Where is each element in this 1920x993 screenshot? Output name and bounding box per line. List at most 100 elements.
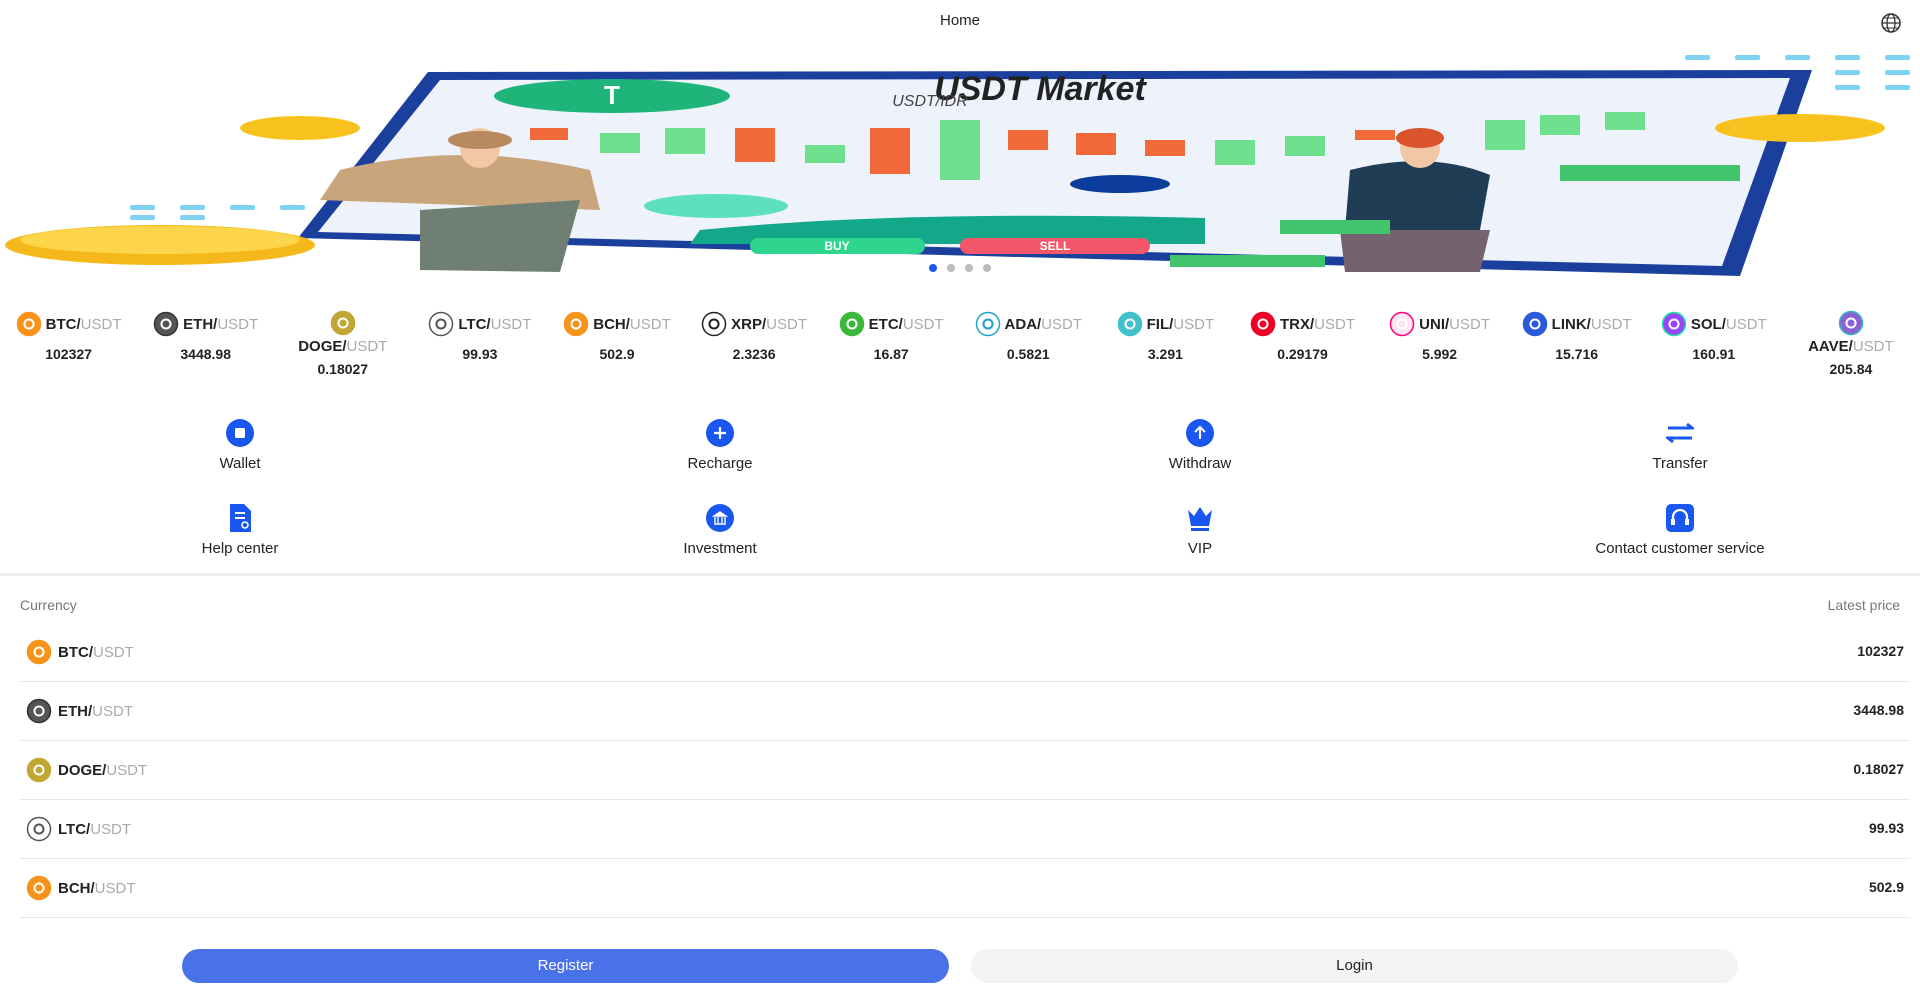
quote-symbol: USDT bbox=[629, 315, 671, 333]
ticker[interactable]: LINK/USDT 15.716 bbox=[1508, 311, 1645, 362]
base-symbol: UNI/ bbox=[1419, 315, 1450, 333]
banner-sell: SELL bbox=[1040, 239, 1071, 253]
column-header: Currency bbox=[20, 597, 77, 613]
base-symbol: TRX/ bbox=[1279, 315, 1315, 333]
coin-icon bbox=[26, 639, 52, 665]
quote-symbol: USDT bbox=[1314, 315, 1355, 333]
action-button[interactable]: VIP bbox=[1050, 504, 1350, 557]
ticker[interactable]: BCH/USDT 502.9 bbox=[549, 311, 686, 362]
action-button[interactable]: Wallet bbox=[90, 419, 390, 472]
ticker[interactable]: FIL/USDT 3.291 bbox=[1097, 311, 1234, 362]
coin-icon bbox=[1661, 311, 1687, 337]
ticker-label: BTC/USDT bbox=[46, 316, 122, 333]
row-name: LTC/USDT bbox=[26, 816, 131, 842]
ticker[interactable]: BTC/USDT 102327 bbox=[0, 311, 137, 362]
ticker-price: 2.3236 bbox=[732, 346, 776, 362]
register-button[interactable]: Register bbox=[182, 949, 949, 983]
action-button[interactable]: Contact customer service bbox=[1530, 504, 1830, 557]
ticker[interactable]: ETC/USDT 16.87 bbox=[823, 311, 960, 362]
action-icon bbox=[1188, 507, 1212, 531]
coin-icon bbox=[701, 311, 727, 337]
action-button[interactable]: Transfer bbox=[1530, 419, 1830, 472]
ticker[interactable]: UNI/USDT 5.992 bbox=[1371, 311, 1508, 362]
quote-symbol: USDT bbox=[902, 315, 944, 333]
market-row[interactable]: LTC/USDT 99.93 bbox=[20, 799, 1910, 859]
action-label: Investment bbox=[683, 540, 757, 557]
action-button[interactable]: Recharge bbox=[570, 419, 870, 472]
login-button[interactable]: Login bbox=[971, 949, 1738, 983]
coin-icon bbox=[1389, 311, 1415, 337]
ticker-label: BCH/USDT bbox=[593, 316, 671, 333]
market-row[interactable]: ETH/USDT 3448.98 bbox=[20, 681, 1910, 741]
ticker-name: DOGE/USDT bbox=[274, 338, 411, 355]
action-icon bbox=[706, 504, 734, 532]
quote-symbol: USDT bbox=[93, 643, 134, 661]
market-row[interactable]: DOGE/USDT 0.18027 bbox=[20, 740, 1910, 800]
quote-symbol: USDT bbox=[106, 761, 148, 779]
action-button[interactable]: Withdraw bbox=[1050, 419, 1350, 472]
action-label: VIP bbox=[1187, 540, 1213, 557]
ticker[interactable]: XRP/USDT 2.3236 bbox=[686, 311, 823, 362]
ticker-name: SOL/USDT bbox=[1645, 311, 1782, 337]
coin-icon bbox=[1117, 311, 1142, 337]
ticker[interactable]: ADA/USDT 0.5821 bbox=[960, 311, 1097, 362]
base-symbol: BCH/ bbox=[593, 315, 630, 333]
quote-symbol: USDT bbox=[80, 315, 122, 333]
language-button[interactable] bbox=[1880, 12, 1902, 34]
quote-symbol: USDT bbox=[92, 702, 134, 720]
coin-icon bbox=[153, 311, 179, 337]
action-label: Contact customer service bbox=[1595, 540, 1765, 557]
quote-symbol: USDT bbox=[490, 315, 532, 333]
action-icon bbox=[226, 419, 254, 447]
ticker[interactable]: TRX/USDT 0.29179 bbox=[1234, 311, 1371, 362]
quote-symbol: USDT bbox=[1449, 315, 1491, 333]
ticker-price: 99.93 bbox=[462, 346, 498, 362]
row-price: 502.9 bbox=[1868, 879, 1904, 895]
market-row[interactable]: BTC/USDT 102327 bbox=[20, 622, 1910, 682]
ticker[interactable]: AAVE/USDT 205.84 bbox=[1782, 310, 1919, 377]
ticker[interactable]: LTC/USDT 99.93 bbox=[411, 311, 548, 362]
row-price: 0.18027 bbox=[1853, 761, 1904, 777]
action-label: Wallet bbox=[219, 455, 261, 472]
base-symbol: SOL/ bbox=[1690, 315, 1726, 333]
quote-symbol: USDT bbox=[1173, 315, 1215, 333]
coin-icon bbox=[16, 311, 41, 337]
market-row[interactable]: BCH/USDT 502.9 bbox=[20, 858, 1910, 918]
ticker[interactable]: SOL/USDT 160.91 bbox=[1645, 311, 1782, 362]
ticker-price: 16.87 bbox=[873, 346, 909, 362]
column-header: Latest price bbox=[1827, 597, 1900, 613]
quote-symbol: USDT bbox=[94, 879, 136, 897]
ticker[interactable]: DOGE/USDT 0.18027 bbox=[274, 310, 411, 377]
base-symbol: LTC/ bbox=[458, 315, 491, 333]
coin-icon bbox=[975, 311, 1000, 337]
quote-symbol: USDT bbox=[1852, 338, 1894, 355]
ticker-label: UNI/USDT bbox=[1419, 316, 1490, 333]
row-name: ETH/USDT bbox=[26, 698, 133, 724]
base-symbol: DOGE/ bbox=[58, 761, 107, 779]
ticker-name: ETH/USDT bbox=[137, 311, 274, 337]
row-label: ETH/USDT bbox=[58, 703, 133, 720]
svg-text:T: T bbox=[604, 80, 620, 110]
ticker-label: LTC/USDT bbox=[458, 316, 531, 333]
action-button[interactable]: Investment bbox=[570, 504, 870, 557]
coin-icon bbox=[563, 311, 589, 337]
ticker-label: AAVE/USDT bbox=[1808, 338, 1894, 355]
base-symbol: DOGE/ bbox=[298, 338, 347, 355]
row-label: LTC/USDT bbox=[58, 821, 131, 838]
base-symbol: ETC/ bbox=[868, 315, 903, 333]
banner-subtitle: USDT/IDR bbox=[892, 93, 968, 110]
row-label: DOGE/USDT bbox=[58, 762, 147, 779]
ticker-label: TRX/USDT bbox=[1280, 316, 1355, 333]
action-button[interactable]: Help center bbox=[90, 504, 390, 557]
base-symbol: ETH/ bbox=[183, 315, 218, 333]
base-symbol: ETH/ bbox=[58, 702, 93, 720]
coin-icon bbox=[1838, 310, 1864, 336]
coin-icon bbox=[1522, 311, 1547, 337]
base-symbol: LINK/ bbox=[1551, 315, 1591, 333]
ticker-name: BCH/USDT bbox=[549, 311, 686, 337]
icon-wrap bbox=[1782, 310, 1919, 338]
ticker-label: SOL/USDT bbox=[1691, 316, 1767, 333]
ticker[interactable]: ETH/USDT 3448.98 bbox=[137, 311, 274, 362]
banner[interactable]: T USDT Market USDT/IDR BUY SELL bbox=[0, 0, 1920, 280]
